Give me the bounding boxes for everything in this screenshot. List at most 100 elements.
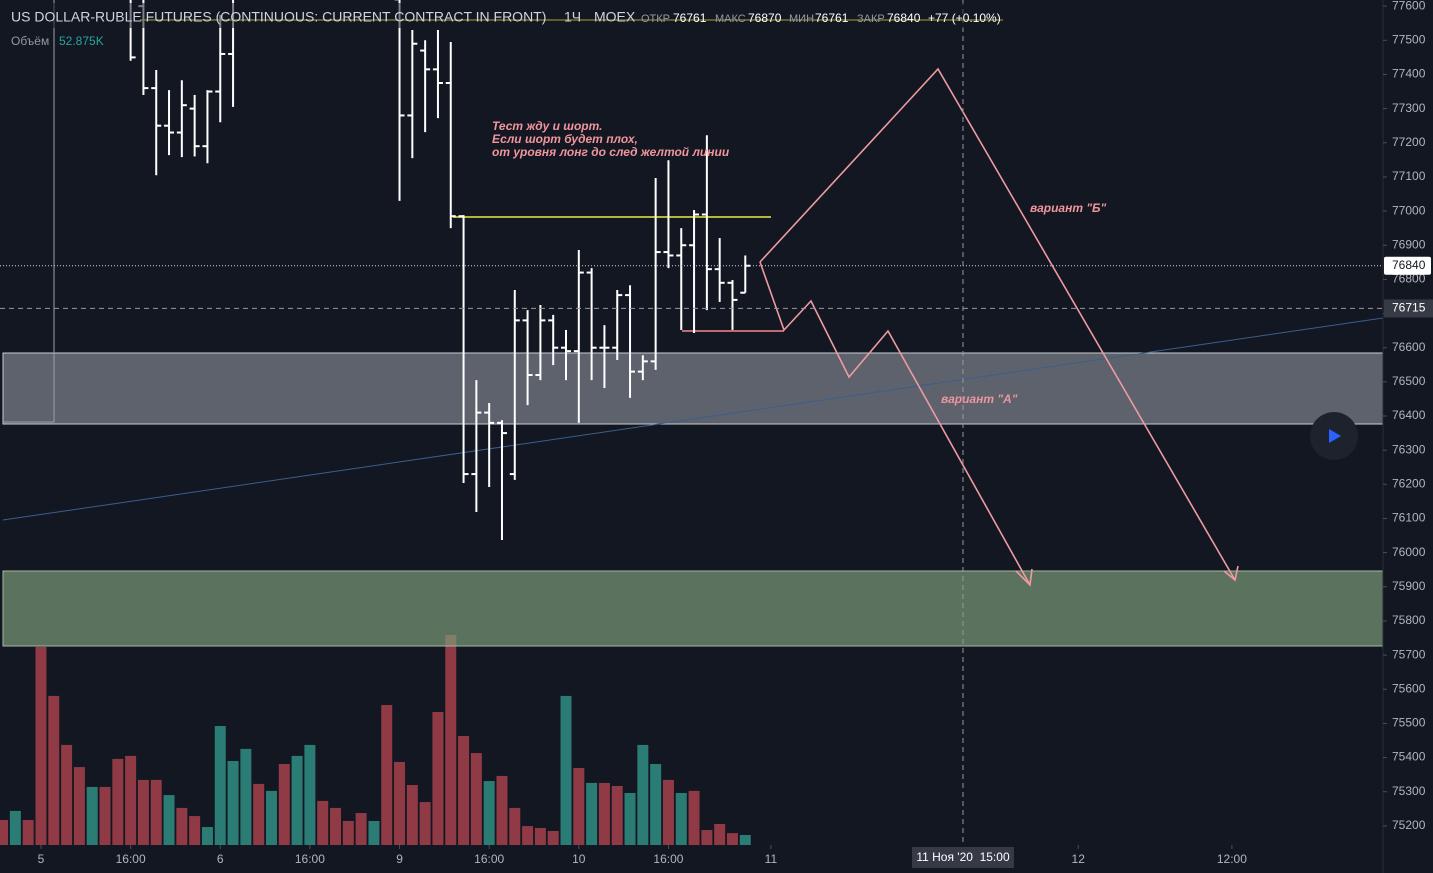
y-tick-label: 76600 xyxy=(1392,340,1426,354)
volume-bar xyxy=(330,807,342,845)
volume-bar xyxy=(650,764,662,845)
range-box xyxy=(3,0,55,423)
x-tick-label: 16:00 xyxy=(653,852,683,866)
volume-bar xyxy=(253,783,265,845)
x-tick-label: 16:00 xyxy=(295,852,325,866)
y-tick-label: 77000 xyxy=(1392,203,1426,217)
play-button[interactable] xyxy=(1310,412,1358,460)
volume-bar xyxy=(125,755,137,845)
x-tick-label: 10 xyxy=(572,852,586,866)
volume-bar xyxy=(662,779,674,845)
y-tick-label: 75900 xyxy=(1392,579,1426,593)
y-tick-label: 75400 xyxy=(1392,750,1426,764)
volume-bar xyxy=(675,792,687,845)
volume-bar xyxy=(739,834,751,845)
volume-bar xyxy=(73,767,85,845)
trend-line xyxy=(2,317,1383,521)
crosshair-time-label: 11 Ноя '20 15:00 xyxy=(916,850,1010,864)
volume-bar xyxy=(317,800,329,845)
volume-bar xyxy=(714,824,726,845)
resistance-zone xyxy=(2,352,1383,425)
volume-label: Объём xyxy=(11,34,49,48)
interval: 1Ч xyxy=(564,9,581,25)
play-icon[interactable] xyxy=(1329,429,1341,443)
forecast-path xyxy=(759,67,1236,581)
forecast-paths xyxy=(759,67,1239,587)
volume-bar xyxy=(61,744,73,845)
volume-bar xyxy=(547,831,559,845)
volume-bar xyxy=(35,646,47,845)
volume-bar xyxy=(701,830,713,845)
volume-bar xyxy=(0,820,9,845)
y-tick-label: 75700 xyxy=(1392,647,1426,661)
y-tick-label: 76400 xyxy=(1392,408,1426,422)
variant-label: вариант "А" xyxy=(941,392,1018,406)
volume-bar xyxy=(419,802,431,845)
y-tick-label: 76000 xyxy=(1392,545,1426,559)
open-value: 76761 xyxy=(673,11,707,25)
volume-bar xyxy=(483,781,495,845)
volume-bar xyxy=(291,755,303,845)
y-tick-label: 76500 xyxy=(1392,374,1426,388)
note-line: Тест жду и шорт. xyxy=(492,119,602,133)
volume-bar xyxy=(726,833,738,845)
header-bg xyxy=(0,3,1003,28)
y-tick-label: 77200 xyxy=(1392,135,1426,149)
arrow-head xyxy=(1223,565,1239,582)
high-label: МАКС xyxy=(715,13,746,25)
variant-label: вариант "Б" xyxy=(1030,201,1107,215)
last-price-box xyxy=(1384,256,1431,275)
volume-bar xyxy=(342,820,354,845)
volume-bar xyxy=(522,826,534,845)
volume-bar xyxy=(201,827,213,845)
y-tick-label: 76100 xyxy=(1392,511,1426,525)
crosshair-price-box xyxy=(1384,299,1433,318)
volume-bar xyxy=(150,779,162,845)
volume-bar xyxy=(470,753,482,845)
volume-bar xyxy=(48,695,60,845)
volume-bar xyxy=(189,816,201,845)
y-tick-label: 77400 xyxy=(1392,67,1426,81)
volume-bar xyxy=(227,761,239,845)
note-line: от уровня лонг до след желтой линии xyxy=(492,145,730,159)
volume-bar xyxy=(137,779,149,845)
x-tick-label: 5 xyxy=(38,852,45,866)
volume-bar xyxy=(509,807,521,845)
y-tick-label: 76200 xyxy=(1392,476,1426,490)
volume-bar xyxy=(406,785,418,845)
y-tick-label: 75300 xyxy=(1392,784,1426,798)
volume-bar xyxy=(176,807,188,845)
volume-bar xyxy=(265,790,277,845)
volume-bar xyxy=(99,786,111,845)
crosshair-time-box xyxy=(911,847,1014,868)
volume-bar xyxy=(688,790,700,845)
volume-bar xyxy=(304,744,316,845)
last-price-label: 76840 xyxy=(1392,258,1426,272)
crosshair-price-label: 76715 xyxy=(1392,301,1426,315)
y-tick-label: 77500 xyxy=(1392,32,1426,46)
y-tick-label: 75500 xyxy=(1392,716,1426,730)
volume-bar xyxy=(560,695,572,845)
y-tick-label: 75200 xyxy=(1392,818,1426,832)
volume-bar xyxy=(445,635,457,845)
volume-bar xyxy=(112,758,124,845)
axes: 75200 75300 75400 75500 75600 75700 75800 75900… xyxy=(38,0,1433,868)
support-zone xyxy=(2,570,1383,647)
y-tick-label: 77100 xyxy=(1392,169,1426,183)
volume-bar xyxy=(381,705,393,845)
open-label: ОТКР xyxy=(641,13,670,25)
volume-bar xyxy=(86,786,98,845)
volume-bar xyxy=(611,785,623,845)
close-value: 76840 xyxy=(887,11,921,25)
volume-bar xyxy=(240,748,252,845)
low-label: МИН xyxy=(789,13,814,25)
volume-bar xyxy=(368,820,380,845)
volume-bar xyxy=(394,761,406,845)
volume-bar xyxy=(432,712,444,845)
volume-bar xyxy=(496,775,508,845)
y-tick-label: 75600 xyxy=(1392,681,1426,695)
volume-bar xyxy=(573,768,585,845)
